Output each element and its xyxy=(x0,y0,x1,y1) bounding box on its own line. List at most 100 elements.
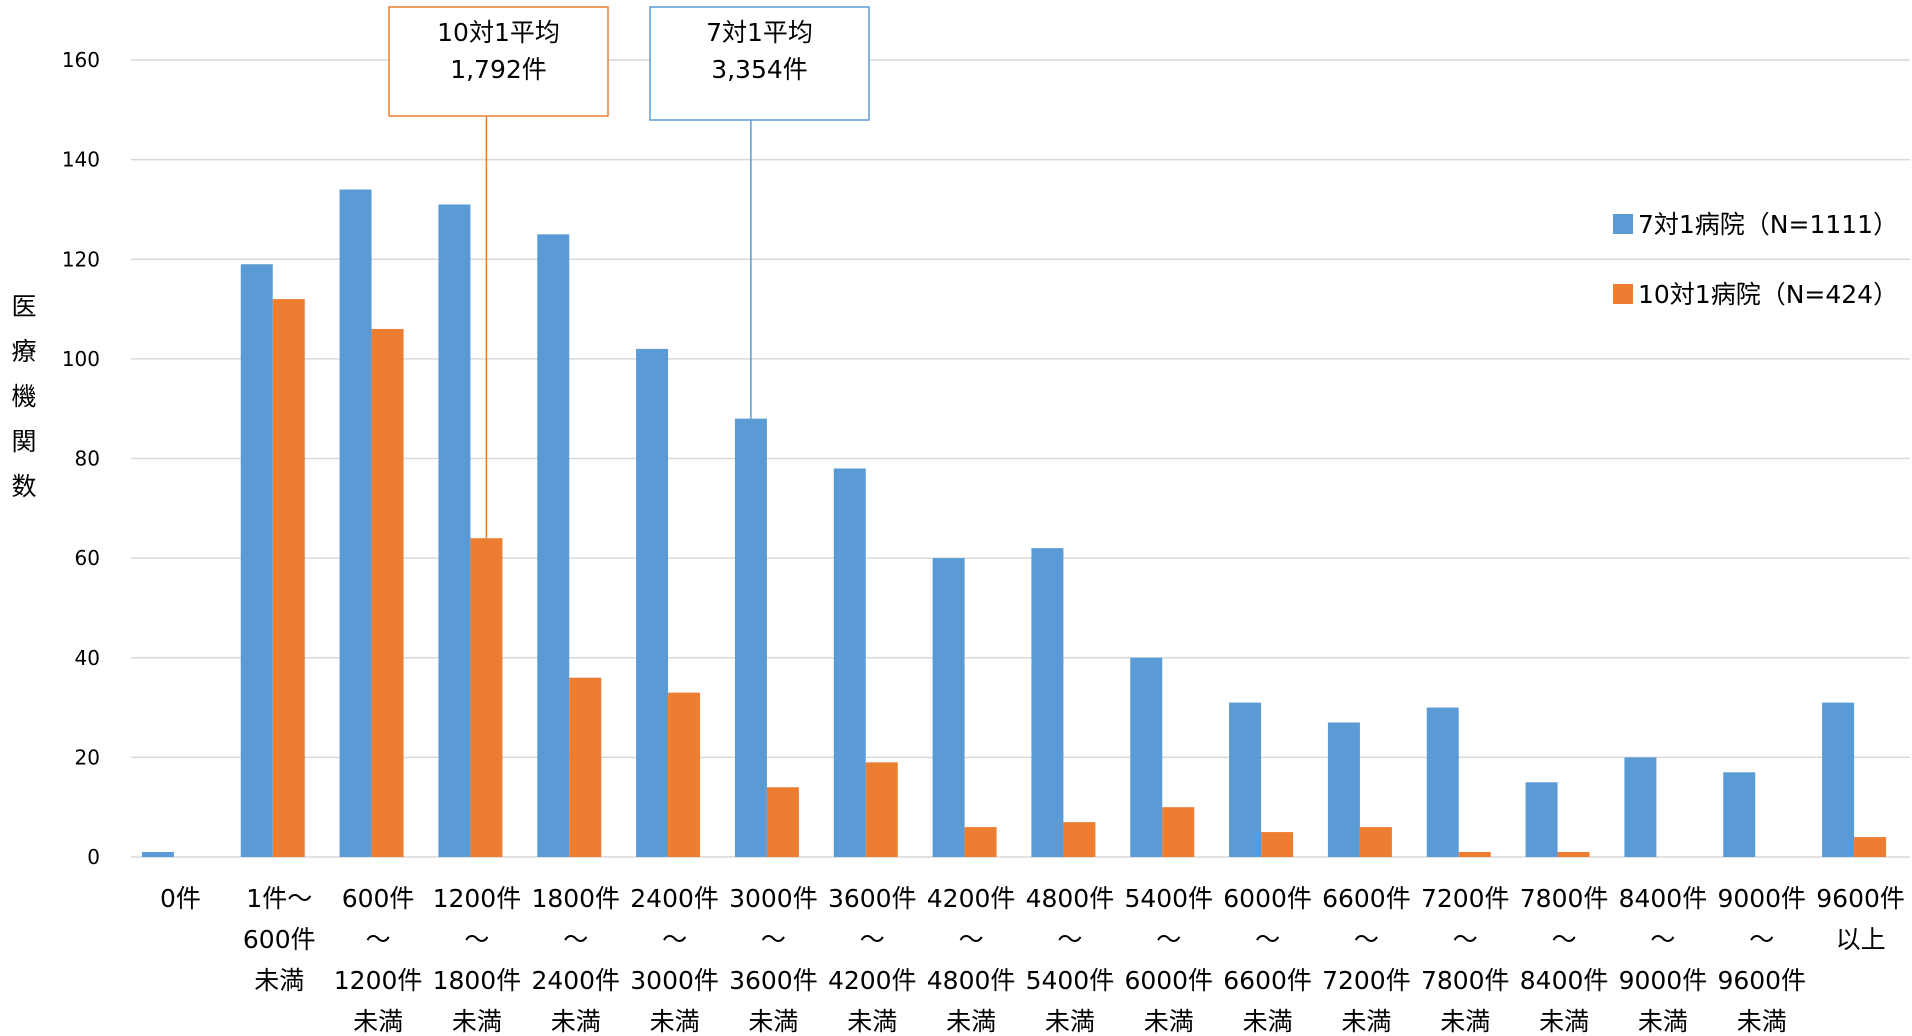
x-tick-label: ～ xyxy=(959,925,984,954)
x-tick-label: 600件 xyxy=(243,925,316,954)
x-tick-label: ～ xyxy=(1255,925,1280,954)
x-tick-label: 未満 xyxy=(1638,1007,1688,1036)
gridlines xyxy=(131,59,1910,858)
x-tick-label: 0件 xyxy=(160,884,201,913)
y-tick-label: 100 xyxy=(62,347,100,371)
x-tick-label: ～ xyxy=(761,925,786,954)
x-tick-label: 7800件 xyxy=(1421,966,1510,995)
bar-series2 xyxy=(1854,837,1887,857)
bar-series1 xyxy=(1130,657,1163,857)
x-tick-label: 8400件 xyxy=(1520,966,1609,995)
y-axis-ticks: 0 20 40 60 80 100 120 140 160 xyxy=(62,48,100,869)
x-tick-label: 未満 xyxy=(1737,1007,1787,1036)
y-tick-label: 160 xyxy=(62,48,100,72)
x-tick-label: 4800件 xyxy=(1026,884,1115,913)
x-axis-ticks: 0件 1件～600件未満600件～1200件未満1200件～1800件未満1800… xyxy=(160,884,1905,1036)
x-tick-label: ～ xyxy=(1552,925,1577,954)
x-tick-label: 未満 xyxy=(946,1007,996,1036)
x-tick-label: 1200件 xyxy=(334,966,423,995)
bar-series1 xyxy=(1031,548,1064,857)
bar-series1 xyxy=(734,418,767,857)
x-tick-label: 未満 xyxy=(551,1007,601,1036)
callout-text: 3,354件 xyxy=(711,55,808,84)
callout-text: 1,792件 xyxy=(450,55,547,84)
x-tick-label: 未満 xyxy=(650,1007,700,1036)
x-tick-label: 未満 xyxy=(1341,1007,1391,1036)
bar-series1 xyxy=(1229,702,1262,857)
x-tick-label: 9000件 xyxy=(1717,884,1806,913)
x-tick-label: 7800件 xyxy=(1520,884,1609,913)
bar-series2 xyxy=(1359,827,1392,857)
bar-series1 xyxy=(339,189,372,857)
callout-text: 10対1平均 xyxy=(437,18,560,47)
bar-series2 xyxy=(865,762,898,857)
y-tick-label: 20 xyxy=(75,745,100,769)
bar-series1 xyxy=(1624,757,1657,857)
bar-series2 xyxy=(1162,807,1195,857)
x-tick-label: 6600件 xyxy=(1322,884,1411,913)
x-tick-label: 6000件 xyxy=(1223,884,1312,913)
x-tick-label: 2400件 xyxy=(531,966,620,995)
x-tick-label: ～ xyxy=(1057,925,1082,954)
bar-series1 xyxy=(1723,772,1756,857)
x-tick-label: 未満 xyxy=(847,1007,897,1036)
x-tick-label: 8400件 xyxy=(1619,884,1708,913)
y-tick-label: 40 xyxy=(75,646,100,670)
y-axis-label-char: 関 xyxy=(11,427,36,456)
x-tick-label: 5400件 xyxy=(1124,884,1213,913)
x-tick-label: 1800件 xyxy=(531,884,620,913)
x-tick-label: ～ xyxy=(662,925,687,954)
x-tick-label: 7200件 xyxy=(1421,884,1510,913)
x-tick-label: 3600件 xyxy=(828,884,917,913)
bar-series1 xyxy=(1426,707,1459,857)
bar-series2 xyxy=(766,787,799,857)
x-tick-label: 未満 xyxy=(1539,1007,1589,1036)
bar-series1 xyxy=(1822,702,1855,857)
x-tick-label: ～ xyxy=(464,925,489,954)
x-tick-label: 9000件 xyxy=(1619,966,1708,995)
x-tick-label: 未満 xyxy=(1045,1007,1095,1036)
x-tick-label: 600件 xyxy=(342,884,415,913)
x-tick-label: 3600件 xyxy=(729,966,818,995)
bar-series2 xyxy=(371,328,404,857)
x-tick-label: 未満 xyxy=(1440,1007,1490,1036)
legend-swatch xyxy=(1613,214,1633,234)
bar-series1 xyxy=(833,468,866,857)
y-tick-label: 0 xyxy=(87,845,100,869)
bar-series1 xyxy=(636,348,669,857)
y-axis-label-char: 機 xyxy=(11,382,36,411)
y-axis-label-char: 数 xyxy=(11,472,36,501)
x-tick-label: ～ xyxy=(1156,925,1181,954)
bar-series2 xyxy=(470,538,503,857)
bar-series1 xyxy=(537,234,570,857)
x-tick-label: 1件～ xyxy=(246,884,312,913)
x-tick-label: 1200件 xyxy=(433,884,522,913)
x-tick-label: ～ xyxy=(563,925,588,954)
x-tick-label: 2400件 xyxy=(630,884,719,913)
x-tick-label: ～ xyxy=(860,925,885,954)
x-tick-label: 3000件 xyxy=(729,884,818,913)
x-tick-label: 未満 xyxy=(254,966,304,995)
y-axis-label-char: 療 xyxy=(11,337,36,366)
x-tick-label: 1800件 xyxy=(433,966,522,995)
x-tick-label: ～ xyxy=(1650,925,1675,954)
bar-series2 xyxy=(1063,822,1096,857)
legend-swatch xyxy=(1613,284,1633,304)
x-tick-label: 4200件 xyxy=(828,966,917,995)
x-tick-label: ～ xyxy=(1354,925,1379,954)
bar-series2 xyxy=(1557,852,1590,857)
bar-series1 xyxy=(240,264,273,857)
bar-series1 xyxy=(932,558,965,857)
bar-series2 xyxy=(1261,832,1294,857)
bar-series2 xyxy=(272,299,305,858)
bar-series2 xyxy=(1458,852,1491,857)
y-tick-label: 60 xyxy=(75,546,100,570)
bar-series2 xyxy=(569,677,602,857)
x-tick-label: 4200件 xyxy=(927,884,1016,913)
callout-text: 7対1平均 xyxy=(706,18,813,47)
x-tick-label: 未満 xyxy=(1144,1007,1194,1036)
x-tick-label: 7200件 xyxy=(1322,966,1411,995)
callout-box xyxy=(388,6,609,117)
